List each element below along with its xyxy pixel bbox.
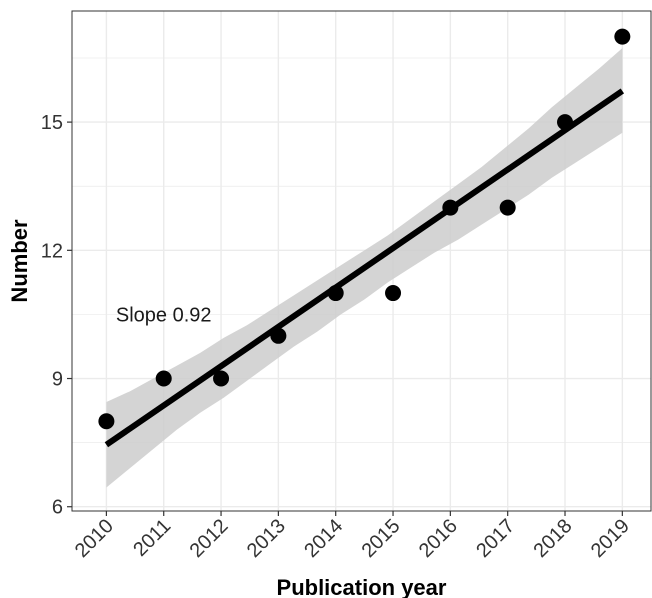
trend-line-group	[104, 88, 625, 448]
data-point	[385, 285, 402, 302]
y-axis-title: Number	[7, 219, 32, 303]
data-point	[155, 370, 172, 387]
x-tick-label: 2018	[530, 515, 577, 562]
x-tick-label: 2017	[472, 515, 519, 562]
data-point	[98, 413, 115, 430]
x-axis: 2010 2011 2012 2013 2014 2015 2016 2017 2018 2019	[71, 511, 634, 562]
x-tick-label: 2019	[587, 515, 634, 562]
x-tick-label: 2010	[71, 515, 118, 562]
slope-annotation: Slope 0.92	[116, 304, 212, 326]
data-point	[499, 199, 516, 216]
x-tick-label: 2013	[243, 515, 290, 562]
y-tick-label: 6	[52, 497, 63, 519]
data-point	[213, 370, 230, 387]
x-tick-label: 2014	[300, 515, 347, 562]
data-point	[270, 327, 287, 344]
data-point	[614, 28, 631, 45]
y-tick-label: 15	[41, 112, 63, 134]
x-axis-title: Publication year	[277, 575, 447, 598]
panel-border	[71, 10, 652, 512]
y-tick-label: 9	[52, 369, 63, 391]
x-tick-label: 2011	[129, 515, 175, 561]
x-tick-label: 2016	[415, 515, 462, 562]
data-point	[557, 114, 574, 131]
data-points	[98, 28, 631, 430]
data-point	[442, 199, 459, 216]
y-tick-label: 12	[41, 240, 63, 262]
data-point	[327, 285, 344, 302]
trend-line	[104, 88, 625, 448]
y-axis: 6 9 12 15	[41, 112, 72, 519]
x-tick-label: 2012	[186, 515, 233, 562]
x-tick-label: 2015	[358, 515, 405, 562]
